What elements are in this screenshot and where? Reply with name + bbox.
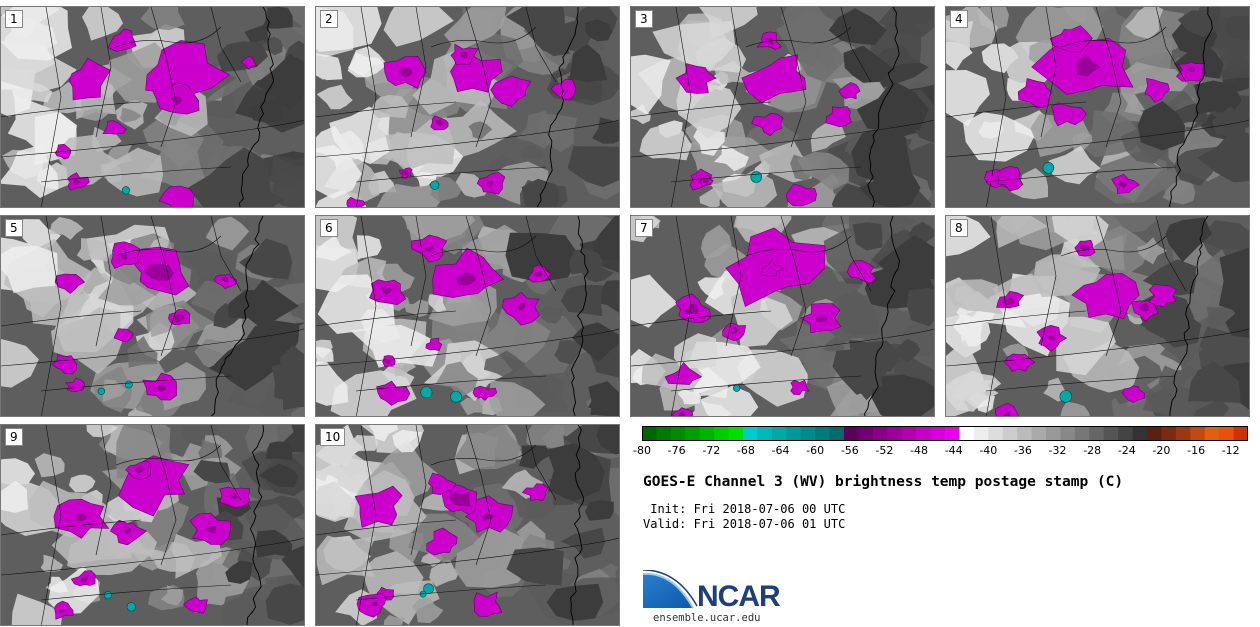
brightness-temp-map: [946, 7, 1249, 207]
colorbar-bin: [771, 426, 787, 441]
colorbar-bin: [642, 426, 657, 441]
colorbar-tick-label: -52: [875, 444, 894, 457]
colorbar-tick-label: -16: [1187, 444, 1206, 457]
ncar-logo-icon: [643, 570, 698, 609]
colorbar-bin: [1074, 426, 1090, 441]
colorbar-bin: [930, 426, 946, 441]
colorbar-bin: [757, 426, 773, 441]
colorbar-tick-label: -56: [840, 444, 859, 457]
postage-stamp-panel: 3: [630, 6, 935, 208]
brightness-temp-map: [631, 7, 934, 207]
colorbar-bin: [901, 426, 917, 441]
brightness-temp-map: [1, 425, 304, 625]
colorbar-bin: [1147, 426, 1162, 441]
colorbar-bin: [815, 426, 831, 441]
brightness-temp-map: [316, 216, 619, 416]
colorbar: [642, 426, 1248, 441]
colorbar-bin: [656, 426, 672, 441]
brightness-temp-map: [316, 425, 619, 625]
brightness-temp-map: [946, 216, 1249, 416]
colorbar-bin: [1103, 426, 1119, 441]
postage-stamp-panel: 10: [315, 424, 620, 626]
postage-stamp-panel: 2: [315, 6, 620, 208]
colorbar-bin: [1002, 426, 1018, 441]
ncar-url: ensemble.ucar.edu: [653, 612, 761, 624]
panel-label: 5: [5, 219, 23, 237]
panel-label: 8: [950, 219, 968, 237]
colorbar-tick-label: -48: [910, 444, 928, 457]
postage-stamp-panel: 1: [0, 6, 305, 208]
panel-label: 9: [5, 428, 23, 446]
valid-time: Valid: Fri 2018-07-06 01 UTC: [643, 517, 846, 531]
colorbar-bin: [872, 426, 888, 441]
brightness-temp-map: [316, 7, 619, 207]
colorbar-tick-label: -28: [1083, 444, 1102, 457]
postage-stamp-panel: 4: [945, 6, 1250, 208]
colorbar-bin: [829, 426, 845, 441]
postage-stamp-panel: 7: [630, 215, 935, 417]
ncar-wordmark: NCAR: [697, 580, 781, 613]
colorbar-bin: [1219, 426, 1235, 441]
colorbar-bin: [800, 426, 816, 441]
colorbar-bin: [945, 426, 960, 441]
init-time: Init: Fri 2018-07-06 00 UTC: [643, 502, 846, 516]
colorbar-bin: [743, 426, 758, 441]
colorbar-tick-label: -68: [736, 444, 755, 457]
postage-stamp-panel: 9: [0, 424, 305, 626]
colorbar-bin: [1132, 426, 1148, 441]
postage-stamp-panel: 6: [315, 215, 620, 417]
colorbar-tick-label: -12: [1221, 444, 1240, 457]
colorbar-tick-label: -40: [979, 444, 998, 457]
colorbar-tick-label: -76: [667, 444, 686, 457]
colorbar-bin: [1118, 426, 1134, 441]
colorbar-bin: [728, 426, 744, 441]
colorbar-tick-label: -24: [1117, 444, 1136, 457]
colorbar-bin: [1017, 426, 1033, 441]
panel-label: 2: [320, 10, 338, 28]
colorbar-bin: [1233, 426, 1248, 441]
panel-label: 1: [5, 10, 23, 28]
colorbar-tick-label: -60: [806, 444, 825, 457]
colorbar-bin: [1175, 426, 1191, 441]
colorbar-bin: [1060, 426, 1076, 441]
panel-label: 6: [320, 219, 338, 237]
colorbar-tick-label: -32: [1048, 444, 1067, 457]
colorbar-bin: [887, 426, 903, 441]
colorbar-bin: [959, 426, 975, 441]
figure-title: GOES-E Channel 3 (WV) brightness temp po…: [643, 474, 1124, 490]
colorbar-bin: [670, 426, 686, 441]
colorbar-bin: [973, 426, 989, 441]
postage-stamp-panel: 5: [0, 215, 305, 417]
colorbar-bin: [916, 426, 932, 441]
colorbar-ticks: -80 -76 -72 -68 -64 -60 -56 -52 -48 -44 -40 -36 -32 -…: [633, 444, 1248, 460]
colorbar-bin: [714, 426, 730, 441]
panel-label: 7: [635, 219, 653, 237]
colorbar-bin: [1190, 426, 1206, 441]
colorbar-bin: [844, 426, 859, 441]
brightness-temp-map: [1, 7, 304, 207]
colorbar-bin: [988, 426, 1004, 441]
postage-stamp-panel: 8: [945, 215, 1250, 417]
panel-label: 4: [950, 10, 968, 28]
panel-label: 10: [320, 428, 346, 446]
colorbar-bin: [699, 426, 715, 441]
brightness-temp-map: [1, 216, 304, 416]
colorbar-tick-label: -72: [702, 444, 721, 457]
colorbar-bin: [685, 426, 701, 441]
colorbar-bin: [1089, 426, 1105, 441]
brightness-temp-map: [631, 216, 934, 416]
colorbar-tick-label: -20: [1152, 444, 1171, 457]
colorbar-bin: [786, 426, 802, 441]
colorbar-bin: [1161, 426, 1177, 441]
colorbar-tick-label: -36: [1013, 444, 1032, 457]
colorbar-bin: [858, 426, 874, 441]
colorbar-tick-label: -80: [633, 444, 651, 457]
colorbar-bin: [1046, 426, 1061, 441]
colorbar-tick-label: -64: [771, 444, 790, 457]
colorbar-bin: [1204, 426, 1220, 441]
panel-label: 3: [635, 10, 653, 28]
colorbar-tick-label: -44: [944, 444, 963, 457]
colorbar-bin: [1031, 426, 1047, 441]
